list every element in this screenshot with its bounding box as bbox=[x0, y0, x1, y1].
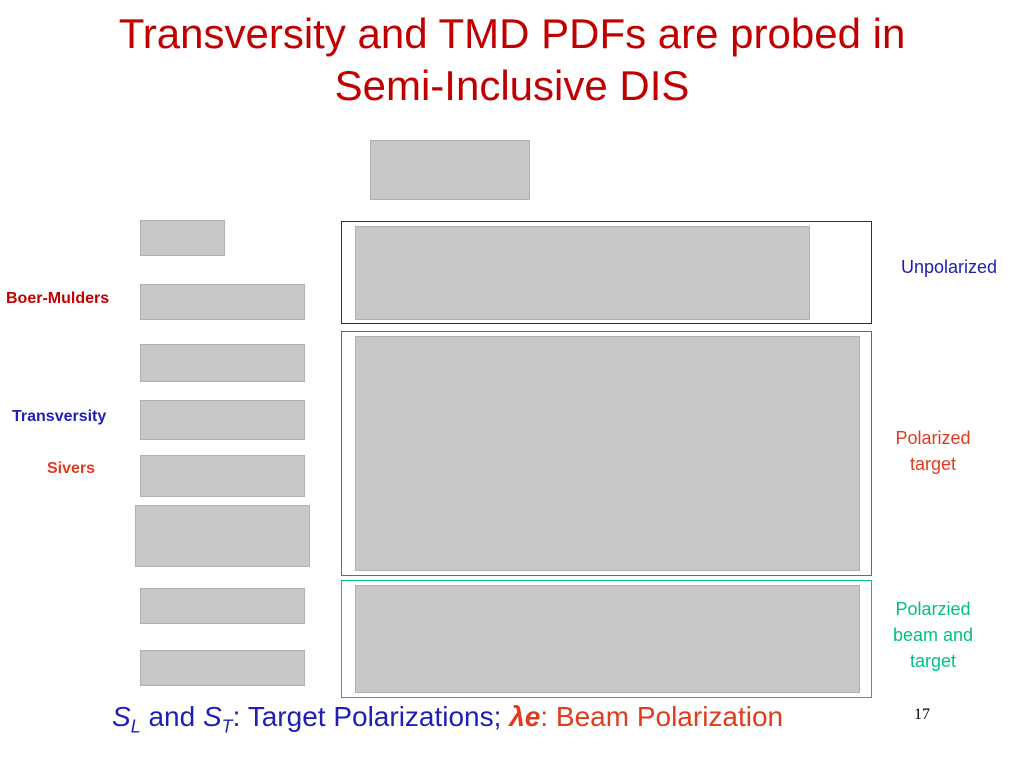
polarized-beam-line1: Polarzied bbox=[895, 599, 971, 619]
boer-mulders-label: Boer-Mulders bbox=[6, 290, 110, 307]
slide-title: Transversity and TMD PDFs are probed in … bbox=[40, 8, 984, 112]
title-line-1: Transversity and TMD PDFs are probed in bbox=[118, 10, 906, 57]
transversity-label: Transversity bbox=[12, 408, 107, 425]
polarized-target-box bbox=[341, 331, 872, 576]
polarized-beam-label: Polarzied beam and target bbox=[878, 596, 988, 674]
tmd-diagram-h1Lperp bbox=[140, 344, 305, 382]
polarized-target-line2: target bbox=[909, 454, 957, 474]
unpolarized-box bbox=[341, 221, 872, 324]
page-number: 17 bbox=[914, 706, 930, 723]
polarized-beam-box bbox=[341, 580, 872, 698]
sivers-label: Sivers bbox=[47, 460, 96, 477]
tmd-diagram-g1L bbox=[140, 588, 305, 624]
polarized-beam-line3: target bbox=[909, 651, 957, 671]
polarization-caption: SL and ST: Target Polarizations; λe: Bea… bbox=[112, 697, 932, 747]
prefactor-formula bbox=[370, 140, 530, 200]
unpolarized-label: Unpolarized bbox=[900, 257, 998, 277]
tmd-diagram-h1Tperp bbox=[135, 505, 310, 567]
polarized-beam-line2: beam and bbox=[892, 625, 974, 645]
tmd-diagram-f1 bbox=[140, 220, 225, 256]
s-l-symbol: SL bbox=[112, 701, 141, 737]
polarized-beam-equations bbox=[355, 585, 860, 693]
s-t-symbol: ST bbox=[202, 701, 233, 737]
polarized-target-line1: Polarized bbox=[895, 428, 971, 448]
polarized-target-label: Polarized target bbox=[878, 425, 988, 477]
caption-beam: : Beam Polarization bbox=[540, 701, 784, 732]
tmd-diagram-g1T bbox=[140, 650, 305, 686]
title-line-2: Semi-Inclusive DIS bbox=[334, 62, 690, 109]
polarized-target-equations bbox=[355, 336, 860, 571]
caption-target: : Target Polarizations; bbox=[232, 701, 510, 732]
lambda-e-symbol: λe bbox=[509, 701, 541, 732]
caption-and: and bbox=[140, 701, 203, 732]
unpolarized-equations bbox=[355, 226, 810, 320]
tmd-diagram-h1T bbox=[140, 400, 305, 440]
tmd-diagram-f1Tperp bbox=[140, 455, 305, 497]
tmd-diagram-h1perp bbox=[140, 284, 305, 320]
